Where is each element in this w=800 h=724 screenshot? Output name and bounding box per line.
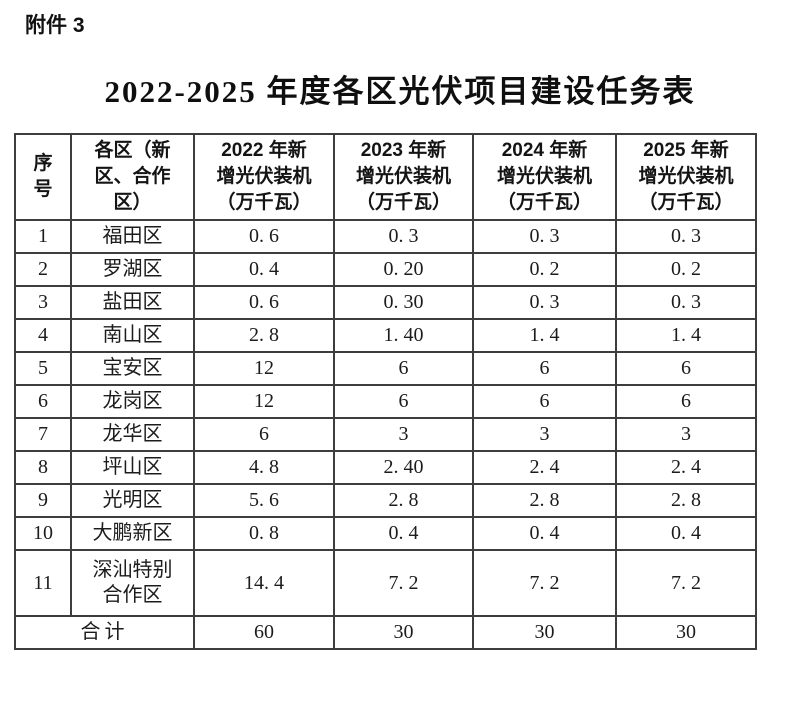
cell-2025-value: 3 xyxy=(615,417,757,452)
cell-2024-value: 2. 4 xyxy=(472,450,617,485)
col-header-2025-capacity: 2025 年新 增光伏装机 （万千瓦） xyxy=(615,133,757,221)
cell-2022-value: 2. 8 xyxy=(193,318,335,353)
cell-no: 1 xyxy=(14,219,72,254)
cell-2024-value: 2. 8 xyxy=(472,483,617,518)
cell-no: 8 xyxy=(14,450,72,485)
cell-2025-value: 2. 4 xyxy=(615,450,757,485)
cell-district: 龙岗区 xyxy=(70,384,195,419)
cell-2025-value: 1. 4 xyxy=(615,318,757,353)
cell-2023-value: 7. 2 xyxy=(333,549,474,617)
cell-district: 深汕特别 合作区 xyxy=(70,549,195,617)
cell-district: 南山区 xyxy=(70,318,195,353)
cell-2025-value: 6 xyxy=(615,351,757,386)
cell-district: 盐田区 xyxy=(70,285,195,320)
table-row: 9 光明区 5. 6 2. 8 2. 8 2. 8 xyxy=(14,483,757,518)
cell-no: 9 xyxy=(14,483,72,518)
cell-2024-value: 6 xyxy=(472,384,617,419)
table-row: 11 深汕特别 合作区 14. 4 7. 2 7. 2 7. 2 xyxy=(14,549,757,617)
cell-district: 罗湖区 xyxy=(70,252,195,287)
cell-no: 6 xyxy=(14,384,72,419)
cell-2025-value: 0. 3 xyxy=(615,285,757,320)
cell-2022-value: 0. 4 xyxy=(193,252,335,287)
table-row: 7 龙华区 6 3 3 3 xyxy=(14,417,757,452)
cell-no: 7 xyxy=(14,417,72,452)
cell-total-2025: 30 xyxy=(615,615,757,650)
cell-2022-value: 4. 8 xyxy=(193,450,335,485)
cell-2023-value: 6 xyxy=(333,384,474,419)
attachment-label: 附件 3 xyxy=(25,14,85,37)
cell-total-2022: 60 xyxy=(193,615,335,650)
cell-2024-value: 0. 2 xyxy=(472,252,617,287)
cell-2024-value: 6 xyxy=(472,351,617,386)
col-header-2024-capacity: 2024 年新 增光伏装机 （万千瓦） xyxy=(472,133,617,221)
cell-2025-value: 7. 2 xyxy=(615,549,757,617)
cell-no: 4 xyxy=(14,318,72,353)
cell-2024-value: 1. 4 xyxy=(472,318,617,353)
cell-no: 3 xyxy=(14,285,72,320)
cell-total-label: 合计 xyxy=(14,615,195,650)
cell-2023-value: 0. 3 xyxy=(333,219,474,254)
cell-2022-value: 5. 6 xyxy=(193,483,335,518)
cell-2024-value: 0. 4 xyxy=(472,516,617,551)
cell-2023-value: 2. 8 xyxy=(333,483,474,518)
cell-no: 5 xyxy=(14,351,72,386)
col-header-2022-capacity: 2022 年新 增光伏装机 （万千瓦） xyxy=(193,133,335,221)
table-row: 3 盐田区 0. 6 0. 30 0. 3 0. 3 xyxy=(14,285,757,320)
table-row: 5 宝安区 12 6 6 6 xyxy=(14,351,757,386)
cell-2025-value: 0. 3 xyxy=(615,219,757,254)
cell-district: 光明区 xyxy=(70,483,195,518)
page-title: 2022-2025 年度各区光伏项目建设任务表 xyxy=(104,74,696,109)
table-row: 10 大鹏新区 0. 8 0. 4 0. 4 0. 4 xyxy=(14,516,757,551)
cell-2022-value: 6 xyxy=(193,417,335,452)
table-row: 1 福田区 0. 6 0. 3 0. 3 0. 3 xyxy=(14,219,757,254)
table-row: 4 南山区 2. 8 1. 40 1. 4 1. 4 xyxy=(14,318,757,353)
col-header-2023-capacity: 2023 年新 增光伏装机 （万千瓦） xyxy=(333,133,474,221)
cell-2024-value: 7. 2 xyxy=(472,549,617,617)
cell-total-2024: 30 xyxy=(472,615,617,650)
table-header-row: 序 号 各区（新 区、合作 区） 2022 年新 增光伏装机 （万千瓦） 202… xyxy=(14,133,757,221)
cell-total-2023: 30 xyxy=(333,615,474,650)
cell-no: 11 xyxy=(14,549,72,617)
cell-2023-value: 0. 20 xyxy=(333,252,474,287)
pv-construction-task-table: 序 号 各区（新 区、合作 区） 2022 年新 增光伏装机 （万千瓦） 202… xyxy=(14,133,757,650)
cell-2023-value: 6 xyxy=(333,351,474,386)
col-header-district: 各区（新 区、合作 区） xyxy=(70,133,195,221)
cell-2025-value: 2. 8 xyxy=(615,483,757,518)
cell-2022-value: 0. 6 xyxy=(193,219,335,254)
cell-2023-value: 3 xyxy=(333,417,474,452)
cell-district: 宝安区 xyxy=(70,351,195,386)
cell-2022-value: 0. 8 xyxy=(193,516,335,551)
cell-2023-value: 0. 4 xyxy=(333,516,474,551)
cell-district: 大鹏新区 xyxy=(70,516,195,551)
cell-district: 福田区 xyxy=(70,219,195,254)
cell-2024-value: 0. 3 xyxy=(472,285,617,320)
table-row: 2 罗湖区 0. 4 0. 20 0. 2 0. 2 xyxy=(14,252,757,287)
cell-no: 2 xyxy=(14,252,72,287)
table-row: 8 坪山区 4. 8 2. 40 2. 4 2. 4 xyxy=(14,450,757,485)
cell-2022-value: 0. 6 xyxy=(193,285,335,320)
table-row: 6 龙岗区 12 6 6 6 xyxy=(14,384,757,419)
table-total-row: 合计 60 30 30 30 xyxy=(14,615,757,650)
cell-2022-value: 12 xyxy=(193,384,335,419)
cell-district: 坪山区 xyxy=(70,450,195,485)
cell-no: 10 xyxy=(14,516,72,551)
cell-district: 龙华区 xyxy=(70,417,195,452)
cell-2025-value: 0. 4 xyxy=(615,516,757,551)
cell-2024-value: 3 xyxy=(472,417,617,452)
cell-2022-value: 12 xyxy=(193,351,335,386)
col-header-seq-no: 序 号 xyxy=(14,133,72,221)
cell-2024-value: 0. 3 xyxy=(472,219,617,254)
cell-2023-value: 0. 30 xyxy=(333,285,474,320)
cell-2023-value: 2. 40 xyxy=(333,450,474,485)
cell-2025-value: 6 xyxy=(615,384,757,419)
cell-2023-value: 1. 40 xyxy=(333,318,474,353)
cell-2025-value: 0. 2 xyxy=(615,252,757,287)
cell-2022-value: 14. 4 xyxy=(193,549,335,617)
